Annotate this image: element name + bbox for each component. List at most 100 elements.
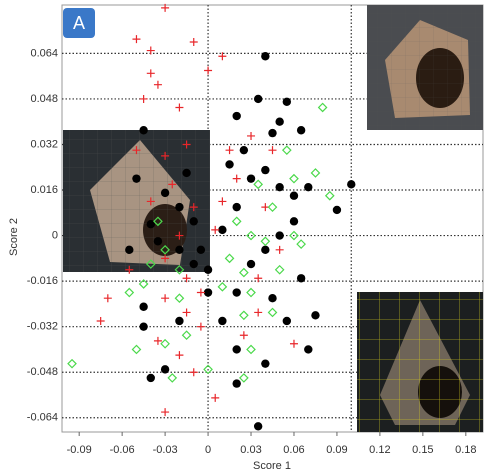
- point: [240, 311, 248, 319]
- point: [204, 66, 212, 74]
- point: [275, 231, 283, 239]
- y-tick-label: 0.032: [30, 138, 58, 150]
- point: [304, 183, 312, 191]
- point: [233, 379, 241, 387]
- point: [132, 174, 140, 182]
- point: [283, 146, 291, 154]
- point: [197, 246, 205, 254]
- point: [261, 237, 269, 245]
- point: [190, 217, 198, 225]
- point: [154, 81, 162, 89]
- point: [233, 112, 241, 120]
- x-axis-label: Score 1: [253, 460, 291, 472]
- point: [297, 240, 305, 248]
- point: [261, 359, 269, 367]
- y-tick-label: -0.064: [27, 412, 58, 424]
- point: [175, 351, 183, 359]
- point: [197, 289, 205, 297]
- point: [161, 365, 169, 373]
- x-tick-label: 0.12: [369, 444, 390, 456]
- point: [218, 283, 226, 291]
- y-tick-label: -0.016: [27, 275, 58, 287]
- point: [311, 311, 319, 319]
- point: [240, 374, 248, 382]
- point: [269, 203, 277, 211]
- point: [268, 129, 276, 137]
- point: [139, 126, 147, 134]
- point: [276, 246, 284, 254]
- point: [168, 374, 176, 382]
- y-tick-label: -0.048: [27, 366, 58, 378]
- point: [139, 303, 147, 311]
- point: [254, 180, 262, 188]
- point: [254, 95, 262, 103]
- point: [233, 217, 241, 225]
- point: [175, 203, 183, 211]
- point: [140, 95, 148, 103]
- point: [190, 368, 198, 376]
- point: [233, 175, 241, 183]
- point: [290, 217, 298, 225]
- point: [269, 146, 277, 154]
- point: [261, 52, 269, 60]
- point: [161, 294, 169, 302]
- point: [268, 294, 276, 302]
- x-tick-label: -0.06: [110, 444, 135, 456]
- point: [247, 174, 255, 182]
- point: [240, 331, 248, 339]
- point: [183, 308, 191, 316]
- x-tick-label: 0.03: [240, 444, 261, 456]
- point: [283, 317, 291, 325]
- chart: -0.064-0.048-0.032-0.01600.0160.0320.048…: [0, 0, 491, 476]
- x-tick-label: 0.18: [455, 444, 476, 456]
- point: [319, 103, 327, 111]
- x-tick-label: -0.09: [67, 444, 92, 456]
- x-tick-label: 0.06: [283, 444, 304, 456]
- point: [347, 180, 355, 188]
- point: [240, 269, 248, 277]
- point: [175, 103, 183, 111]
- point: [125, 289, 133, 297]
- point: [247, 132, 255, 140]
- point: [147, 374, 155, 382]
- y-tick-label: 0: [52, 229, 58, 241]
- photo-bottom-right: [357, 292, 483, 432]
- panel-label: A: [73, 13, 85, 33]
- point: [225, 160, 233, 168]
- point: [154, 237, 162, 245]
- point: [175, 246, 183, 254]
- x-tick-label: 0.15: [412, 444, 433, 456]
- point: [125, 246, 133, 254]
- point: [254, 308, 262, 316]
- point: [283, 98, 291, 106]
- point: [132, 345, 140, 353]
- point: [175, 317, 183, 325]
- point: [275, 183, 283, 191]
- point: [97, 317, 105, 325]
- point: [290, 175, 298, 183]
- photo-top-right: [367, 5, 483, 130]
- point: [147, 69, 155, 77]
- point: [297, 126, 305, 134]
- point: [290, 340, 298, 348]
- point: [297, 274, 305, 282]
- point: [190, 38, 198, 46]
- point: [269, 308, 277, 316]
- point: [326, 192, 334, 200]
- point: [161, 189, 169, 197]
- point: [68, 360, 76, 368]
- point: [139, 322, 147, 330]
- point: [261, 166, 269, 174]
- point: [161, 408, 169, 416]
- y-tick-label: 0.064: [30, 47, 58, 59]
- point: [226, 146, 234, 154]
- point: [247, 289, 255, 297]
- point: [218, 317, 226, 325]
- y-tick-label: -0.032: [27, 321, 58, 333]
- point: [104, 294, 112, 302]
- point: [233, 203, 241, 211]
- point: [290, 192, 298, 200]
- point: [233, 345, 241, 353]
- point: [240, 146, 248, 154]
- point: [204, 266, 212, 274]
